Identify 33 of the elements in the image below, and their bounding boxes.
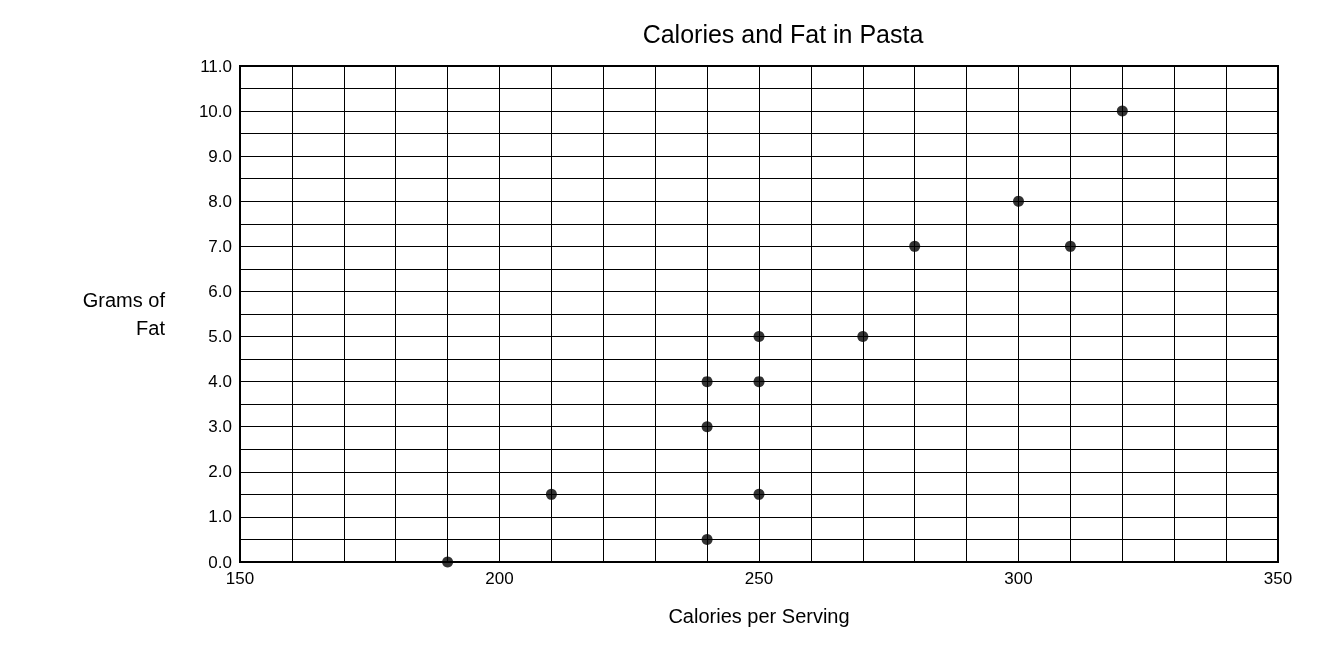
- y-axis-title: Grams of Fat: [82, 289, 166, 339]
- y-tick-label: 8.0: [208, 191, 232, 211]
- x-tick-label: 200: [485, 569, 514, 588]
- chart-title: Calories and Fat in Pasta: [642, 19, 924, 48]
- point: [701, 421, 713, 433]
- point: [1116, 105, 1128, 117]
- y-tick-label: 5.0: [208, 327, 232, 347]
- point: [442, 556, 454, 568]
- point: [545, 488, 557, 500]
- y-tick-label: 1.0: [208, 507, 232, 527]
- x-tick-label: 150: [225, 569, 255, 588]
- x-tick-label: 300: [1004, 569, 1033, 588]
- point: [857, 331, 869, 343]
- point: [1064, 240, 1076, 252]
- point: [753, 376, 765, 388]
- y-tick-label: 11.0: [200, 56, 232, 76]
- point: [753, 488, 765, 500]
- y-tick-label: 0.0: [208, 552, 232, 572]
- point: [909, 240, 921, 252]
- x-axis-title: Calories per Serving: [668, 605, 850, 627]
- y-tick-label: 10.0: [198, 101, 232, 121]
- y-tick-label: 7.0: [208, 236, 232, 256]
- point: [701, 376, 713, 388]
- point: [753, 331, 765, 343]
- y-tick-label: 9.0: [208, 146, 232, 166]
- y-tick-label: 3.0: [208, 417, 232, 437]
- y-tick-label: 6.0: [208, 281, 232, 301]
- y-tick-label: 4.0: [208, 372, 232, 392]
- x-tick-label: 250: [744, 569, 774, 588]
- point: [701, 533, 713, 545]
- y-tick-label: 2.0: [208, 462, 232, 482]
- x-tick-label: 350: [1263, 569, 1293, 588]
- point: [1013, 195, 1024, 207]
